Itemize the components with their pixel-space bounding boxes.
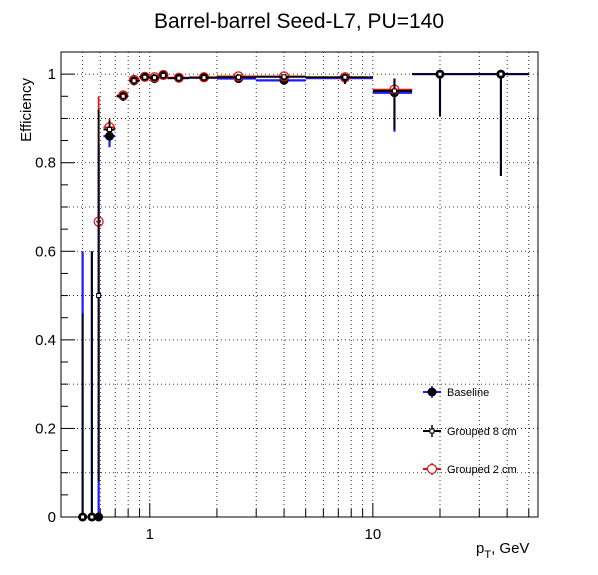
tick-labels: 1 10 0 0.2 0.4 0.6 0.8 1 xyxy=(35,66,381,543)
data-point xyxy=(438,72,442,76)
chart-title: Barrel-barrel Seed-L7, PU=140 xyxy=(154,10,444,33)
y-axis-label: Efficiency xyxy=(18,78,35,142)
data-point xyxy=(392,89,396,93)
x-axis-label: pT, GeV xyxy=(476,540,529,561)
legend-label: Grouped 2 cm xyxy=(447,464,517,476)
x-tick-label: 1 xyxy=(146,526,154,543)
y-tick-label: 0.6 xyxy=(35,243,56,260)
legend: Baseline Grouped 8 cm Grouped 2 cm xyxy=(423,386,517,476)
data-point xyxy=(94,513,103,522)
data-point xyxy=(90,515,94,519)
legend-entry: Grouped 2 cm xyxy=(423,463,517,476)
x-tick-label: 10 xyxy=(365,526,382,543)
data-point xyxy=(81,515,85,519)
legend-label: Grouped 8 cm xyxy=(447,426,517,438)
data-point xyxy=(177,76,181,80)
legend-entry: Grouped 8 cm xyxy=(423,425,517,438)
legend-label: Baseline xyxy=(447,387,489,399)
data-point xyxy=(97,294,101,298)
legend-marker xyxy=(428,465,437,474)
y-tick-label: 0.2 xyxy=(35,420,56,437)
data-point xyxy=(143,75,147,79)
legend-entry: Baseline xyxy=(423,386,489,399)
y-tick-label: 1 xyxy=(48,66,56,83)
data-point xyxy=(161,73,165,77)
grid-lines xyxy=(61,52,538,517)
legend-marker xyxy=(428,388,437,397)
data-point xyxy=(202,76,206,80)
series-grouped-2-cm xyxy=(94,71,412,407)
y-tick-label: 0.8 xyxy=(35,155,56,172)
data-point xyxy=(343,75,347,79)
x-axis-label-main: p xyxy=(476,540,484,557)
data-point xyxy=(132,79,136,83)
data-point xyxy=(108,128,112,132)
y-tick-label: 0 xyxy=(48,509,56,526)
data-point xyxy=(121,94,125,98)
axes xyxy=(61,52,538,517)
legend-marker xyxy=(430,429,434,433)
data-point xyxy=(282,75,286,79)
x-axis-label-unit: , GeV xyxy=(491,540,529,557)
data-point xyxy=(237,75,241,79)
data-point xyxy=(152,76,156,80)
plot-frame xyxy=(61,52,538,517)
y-tick-label: 0.4 xyxy=(35,332,56,349)
data-point xyxy=(499,72,503,76)
